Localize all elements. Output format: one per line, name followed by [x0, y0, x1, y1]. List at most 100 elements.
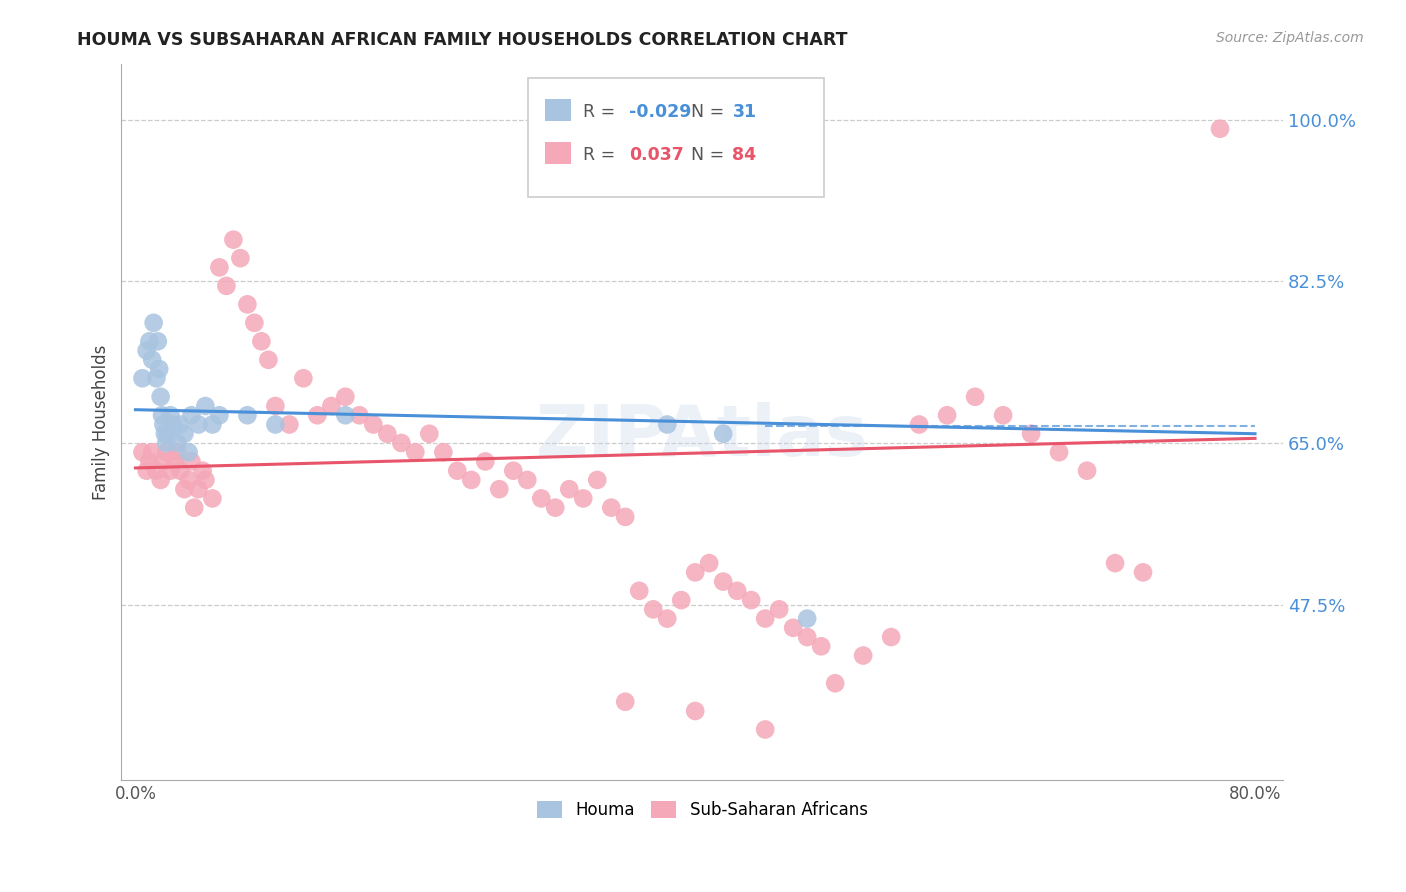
Point: [614, 695, 637, 709]
Point: [243, 316, 266, 330]
Text: 0.037: 0.037: [628, 146, 683, 164]
Point: [754, 611, 776, 625]
Point: [148, 362, 170, 376]
Point: [149, 473, 172, 487]
Point: [1132, 566, 1154, 580]
Point: [152, 417, 174, 432]
Point: [264, 399, 287, 413]
Point: [768, 602, 790, 616]
Point: [908, 417, 931, 432]
Point: [135, 464, 157, 478]
Point: [163, 454, 186, 468]
Bar: [546, 142, 571, 164]
Point: [796, 611, 818, 625]
Point: [516, 473, 538, 487]
Point: [671, 593, 693, 607]
Point: [432, 445, 454, 459]
Point: [711, 574, 734, 589]
Point: [131, 371, 153, 385]
Point: [796, 630, 818, 644]
Text: R =: R =: [582, 146, 620, 164]
Point: [335, 409, 357, 423]
Point: [628, 583, 651, 598]
Point: [572, 491, 595, 506]
Point: [180, 454, 202, 468]
Point: [389, 436, 412, 450]
Point: [278, 417, 301, 432]
Point: [754, 723, 776, 737]
Point: [145, 464, 167, 478]
Point: [725, 583, 748, 598]
Point: [166, 445, 188, 459]
Point: [166, 436, 188, 450]
Point: [600, 500, 623, 515]
Point: [307, 409, 329, 423]
Point: [159, 409, 181, 423]
Y-axis label: Family Households: Family Households: [93, 344, 110, 500]
Point: [183, 500, 205, 515]
Point: [236, 409, 259, 423]
Point: [530, 491, 553, 506]
Point: [474, 454, 496, 468]
Text: HOUMA VS SUBSAHARAN AFRICAN FAMILY HOUSEHOLDS CORRELATION CHART: HOUMA VS SUBSAHARAN AFRICAN FAMILY HOUSE…: [77, 31, 848, 49]
Point: [1209, 121, 1232, 136]
Point: [150, 409, 173, 423]
Point: [201, 417, 224, 432]
Point: [162, 417, 184, 432]
Point: [349, 409, 371, 423]
Point: [321, 399, 343, 413]
Point: [936, 409, 959, 423]
Point: [155, 436, 177, 450]
Point: [152, 454, 174, 468]
Point: [488, 482, 510, 496]
Point: [1104, 556, 1126, 570]
Point: [180, 409, 202, 423]
Point: [824, 676, 846, 690]
Text: Source: ZipAtlas.com: Source: ZipAtlas.com: [1216, 31, 1364, 45]
Point: [169, 417, 191, 432]
Point: [141, 445, 163, 459]
Point: [177, 473, 200, 487]
Point: [292, 371, 315, 385]
Point: [418, 426, 440, 441]
Point: [155, 445, 177, 459]
Point: [191, 464, 214, 478]
Text: 84: 84: [733, 146, 756, 164]
Point: [131, 445, 153, 459]
Point: [657, 611, 679, 625]
Point: [460, 473, 482, 487]
Point: [159, 464, 181, 478]
Point: [965, 390, 987, 404]
Point: [215, 278, 238, 293]
Point: [141, 352, 163, 367]
Point: [614, 509, 637, 524]
Point: [138, 334, 160, 349]
Point: [683, 566, 706, 580]
Point: [782, 621, 804, 635]
FancyBboxPatch shape: [529, 78, 824, 196]
Point: [1047, 445, 1070, 459]
Point: [711, 426, 734, 441]
Point: [643, 602, 665, 616]
Point: [145, 371, 167, 385]
Point: [544, 500, 567, 515]
Point: [250, 334, 273, 349]
Point: [142, 316, 165, 330]
Point: [740, 593, 762, 607]
Bar: [546, 99, 571, 121]
Point: [404, 445, 426, 459]
Point: [852, 648, 875, 663]
Text: ZIPAtlas: ZIPAtlas: [536, 402, 869, 471]
Point: [257, 352, 280, 367]
Point: [586, 473, 609, 487]
Point: [880, 630, 903, 644]
Point: [236, 297, 259, 311]
Point: [502, 464, 524, 478]
Point: [697, 556, 720, 570]
Point: [222, 233, 245, 247]
Text: N =: N =: [690, 146, 730, 164]
Point: [149, 390, 172, 404]
Point: [375, 426, 398, 441]
Point: [187, 417, 209, 432]
Point: [173, 482, 195, 496]
